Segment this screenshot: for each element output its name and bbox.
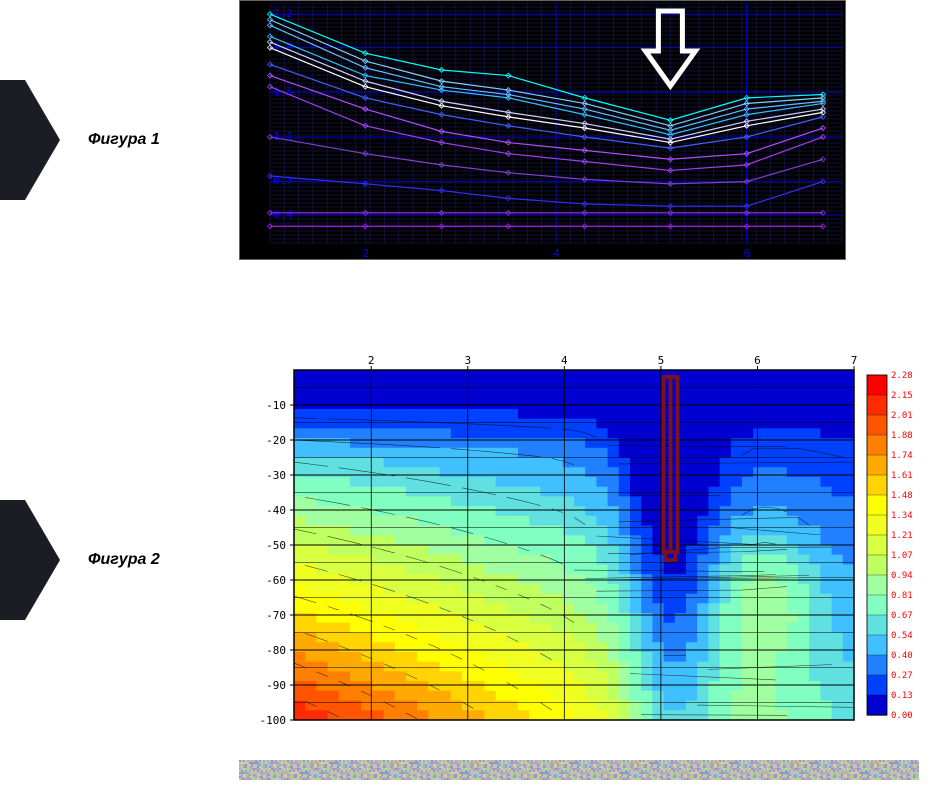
fig2-heatmap: 2 3 4 5 6 7 -10 -20 -30 -40 -50 -60 -70 -80 -90 -100 2.2…: [239, 350, 919, 740]
svg-text:0.54: 0.54: [891, 631, 913, 641]
svg-text:-20: -20: [266, 434, 286, 447]
svg-text:0.40: 0.40: [891, 651, 913, 661]
svg-text:4: 4: [553, 247, 560, 260]
svg-text:0.27: 0.27: [891, 671, 913, 681]
svg-text:1.21: 1.21: [891, 531, 913, 541]
svg-text:1.48: 1.48: [891, 491, 913, 501]
svg-text:3: 3: [464, 354, 471, 367]
svg-text:2.2: 2.2: [273, 7, 293, 20]
svg-text:1.34: 1.34: [891, 511, 913, 521]
fig1-line-chart: 0.40.71.11.51.92.2246: [239, 0, 846, 260]
svg-text:0.81: 0.81: [891, 591, 913, 601]
label-arrow-shape: [0, 80, 60, 200]
svg-text:1.61: 1.61: [891, 471, 913, 481]
pentagon-arrow-icon: [0, 500, 60, 620]
svg-text:6: 6: [754, 354, 761, 367]
svg-text:6: 6: [744, 247, 751, 260]
fig2-label-group: Фигура 2: [0, 500, 160, 620]
svg-text:5: 5: [658, 354, 665, 367]
svg-text:-100: -100: [260, 714, 287, 727]
svg-text:2.15: 2.15: [891, 391, 913, 401]
noise-strip: [239, 760, 919, 780]
svg-text:-80: -80: [266, 644, 286, 657]
svg-text:0.4: 0.4: [273, 208, 293, 221]
svg-text:2: 2: [362, 247, 369, 260]
svg-text:0.13: 0.13: [891, 691, 913, 701]
svg-text:0.00: 0.00: [891, 711, 913, 721]
svg-text:-40: -40: [266, 504, 286, 517]
fig1-label-group: Фигура 1: [0, 80, 160, 200]
svg-text:1.07: 1.07: [891, 551, 913, 561]
svg-text:1.74: 1.74: [891, 451, 913, 461]
svg-text:2.01: 2.01: [891, 411, 913, 421]
svg-text:4: 4: [561, 354, 568, 367]
pentagon-arrow-icon: [0, 80, 60, 200]
svg-text:0.94: 0.94: [891, 571, 913, 581]
fig1-label: Фигура 1: [88, 131, 160, 149]
svg-text:-60: -60: [266, 574, 286, 587]
svg-text:-70: -70: [266, 609, 286, 622]
svg-text:-10: -10: [266, 399, 286, 412]
svg-text:-90: -90: [266, 679, 286, 692]
svg-text:-50: -50: [266, 539, 286, 552]
svg-text:1.88: 1.88: [891, 431, 913, 441]
svg-text:2: 2: [368, 354, 375, 367]
svg-text:7: 7: [851, 354, 858, 367]
label-arrow-shape: [0, 500, 60, 620]
fig2-label: Фигура 2: [88, 551, 160, 569]
svg-text:-30: -30: [266, 469, 286, 482]
svg-text:0.67: 0.67: [891, 611, 913, 621]
svg-text:2.28: 2.28: [891, 371, 913, 381]
